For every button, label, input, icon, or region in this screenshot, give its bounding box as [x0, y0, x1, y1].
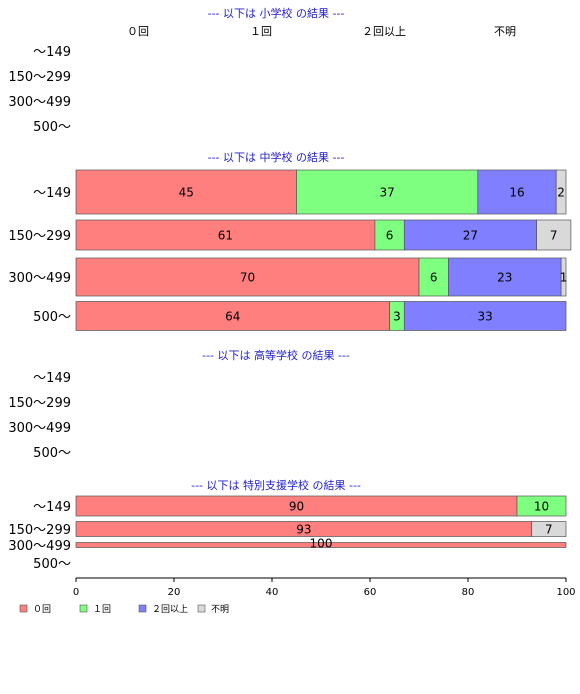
category-label: 500〜 [33, 310, 71, 325]
x-tick-label: 20 [168, 587, 181, 598]
panel-title: --- 以下は 中学校 の結果 --- [208, 150, 345, 164]
category-label: 300〜499 [8, 539, 71, 554]
category-label: 〜149 [33, 371, 71, 386]
legend-swatch [79, 604, 88, 613]
data-label: 6 [386, 228, 394, 242]
legend-label: 不明 [211, 604, 229, 615]
bar-segment [296, 169, 479, 215]
legend-swatch [138, 604, 147, 613]
category-label: 150〜299 [8, 523, 71, 538]
category-label: 〜149 [33, 186, 71, 201]
data-label: 3 [393, 309, 401, 323]
data-label: 61 [218, 228, 233, 242]
category-label: 150〜299 [8, 70, 71, 85]
column-header: １回 [250, 25, 272, 38]
panel-title: --- 以下は 小学校 の結果 --- [208, 6, 345, 20]
x-tick-label: 60 [364, 587, 377, 598]
bar-segment [75, 169, 297, 215]
legend-label: ０回 [33, 604, 51, 615]
bar-segment [560, 257, 567, 297]
x-tick-label: 0 [73, 587, 79, 598]
bar-segment [477, 169, 557, 215]
data-label: 37 [380, 185, 395, 199]
bar-segment [75, 542, 567, 548]
data-label: 45 [179, 185, 194, 199]
category-label: 〜149 [33, 45, 71, 60]
bar-segment [403, 301, 567, 331]
data-label: 64 [225, 309, 240, 323]
x-tick-label: 80 [462, 587, 475, 598]
data-label: 27 [463, 228, 478, 242]
category-label: 500〜 [33, 120, 71, 135]
legend-swatch [19, 604, 28, 613]
category-label: 500〜 [33, 557, 71, 572]
data-label: 16 [509, 185, 524, 199]
data-label: 7 [545, 522, 553, 536]
data-label: 23 [497, 270, 512, 284]
data-label: 100 [310, 537, 333, 551]
data-label: 10 [534, 499, 549, 513]
category-label: 300〜499 [8, 271, 71, 286]
x-tick-label: 100 [556, 587, 575, 598]
data-label: 1 [560, 270, 568, 284]
category-label: 300〜499 [8, 421, 71, 436]
x-tick-label: 40 [266, 587, 279, 598]
category-label: 〜149 [33, 500, 71, 515]
bar-segment [418, 257, 449, 297]
bar-segment [448, 257, 562, 297]
category-label: 500〜 [33, 446, 71, 461]
bar-segment [374, 219, 405, 251]
legend-label: ２回以上 [152, 604, 188, 615]
data-label: 6 [430, 270, 438, 284]
data-label: 90 [289, 499, 304, 513]
bar-segment [403, 219, 537, 251]
data-label: 2 [557, 185, 565, 199]
category-label: 150〜299 [8, 396, 71, 411]
column-header: ０回 [127, 25, 149, 38]
legend-label: １回 [93, 604, 111, 615]
bar-segment [75, 257, 420, 297]
bar-segment [531, 521, 567, 537]
bar-segment [75, 301, 390, 331]
data-label: 70 [240, 270, 255, 284]
category-label: 150〜299 [8, 229, 71, 244]
data-label: 33 [478, 309, 493, 323]
panel-title: --- 以下は 高等学校 の結果 --- [202, 348, 350, 362]
data-label: 93 [296, 522, 311, 536]
data-label: 7 [550, 228, 558, 242]
legend-swatch [197, 604, 206, 613]
panel-title: --- 以下は 特別支援学校 の結果 --- [191, 478, 361, 492]
category-label: 300〜499 [8, 95, 71, 110]
bar-segment [536, 219, 572, 251]
bar-segment [516, 495, 567, 517]
bar-segment [555, 169, 567, 215]
column-header: 不明 [494, 25, 516, 38]
column-header: ２回以上 [362, 25, 406, 38]
